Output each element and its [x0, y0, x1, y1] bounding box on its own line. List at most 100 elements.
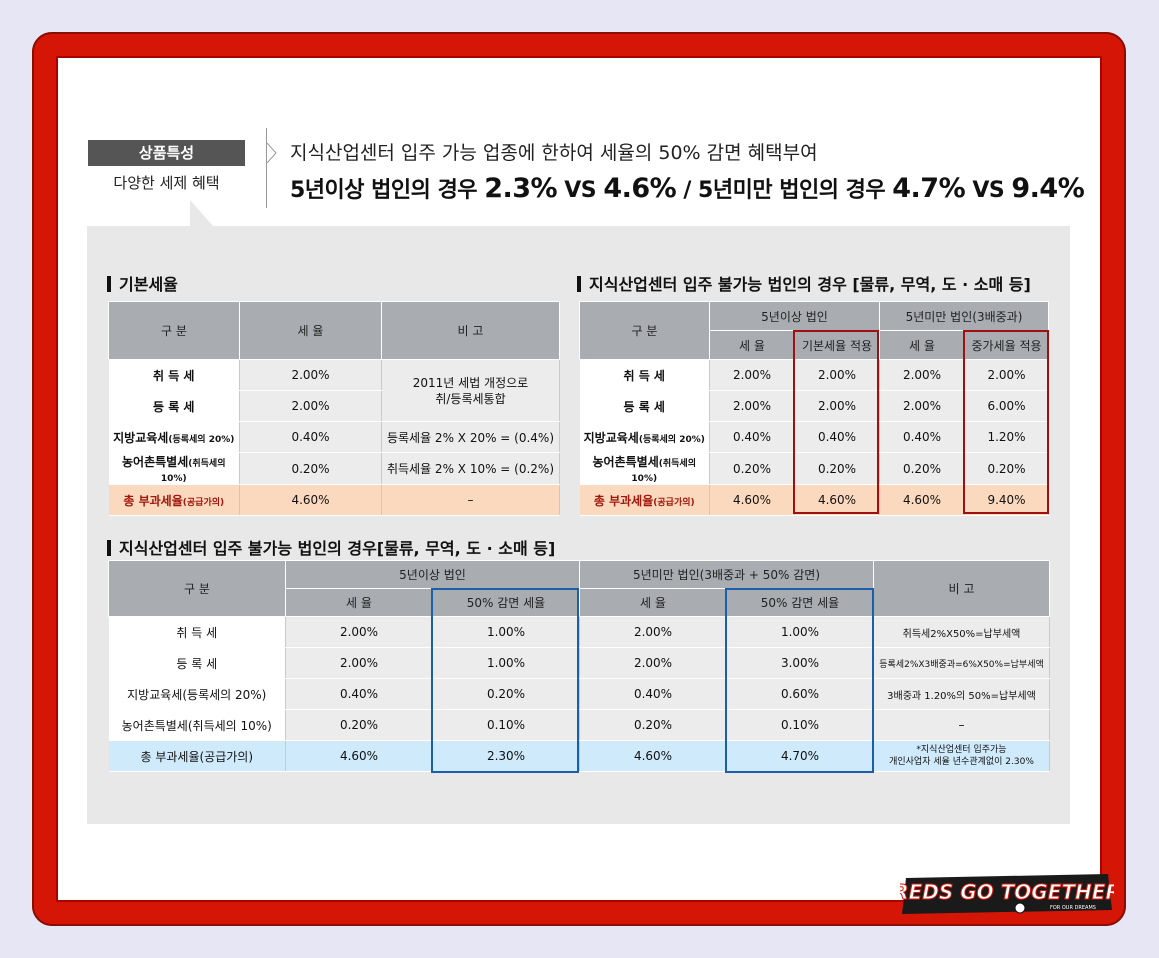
- row-label: 취 득 세: [579, 359, 710, 391]
- row-label: 지방교육세(등록세의 20%): [108, 421, 240, 453]
- cell: 0.40%: [879, 421, 965, 453]
- basic-tax-table: 구 분 세 율 비 고 취 득 세 2.00% 2011년 세법 개정으로 취/…: [108, 301, 560, 516]
- cell: 0.40%: [285, 678, 433, 710]
- col-header: 세 율: [709, 330, 795, 360]
- cell: 3.00%: [726, 647, 874, 679]
- logo-text: REDS GO TOGETHER: [900, 880, 1114, 904]
- col-header: 세 율: [239, 301, 382, 360]
- cell: 0.20%: [879, 452, 965, 485]
- row-label: 지방교육세(등록세의 20%): [108, 678, 286, 710]
- total-cell: 4.60%: [285, 740, 433, 772]
- cell: 2.00%: [239, 359, 382, 391]
- col-header: 구 분: [579, 301, 710, 360]
- cell: 0.40%: [794, 421, 880, 453]
- row-label: 등 록 세: [108, 647, 286, 679]
- group-header: 5년이상 법인: [285, 560, 580, 589]
- total-cell: 9.40%: [964, 484, 1049, 516]
- note-cell: 취득세2%X50%=납부세액: [873, 616, 1050, 648]
- product-feature-subtitle: 다양한 세제 혜택: [113, 174, 220, 192]
- cell: 2.00%: [709, 359, 795, 391]
- cell: 6.00%: [964, 390, 1049, 422]
- cell: 0.20%: [285, 709, 433, 741]
- cell: 0.20%: [794, 452, 880, 485]
- cell: 0.60%: [726, 678, 874, 710]
- col-header: 비 고: [381, 301, 560, 360]
- col-header: 세 율: [579, 588, 727, 617]
- col-header: 비 고: [873, 560, 1050, 617]
- cell: 1.20%: [964, 421, 1049, 453]
- total-cell: 4.60%: [709, 484, 795, 516]
- cell: 0.20%: [239, 452, 382, 485]
- cell: 0.40%: [239, 421, 382, 453]
- cell: 0.20%: [709, 452, 795, 485]
- group-header: 5년미만 법인(3배중과): [879, 301, 1049, 331]
- cell: 0.10%: [432, 709, 580, 741]
- cell: 1.00%: [432, 647, 580, 679]
- chevron-right-icon: [267, 143, 277, 163]
- col-header: 구 분: [108, 560, 286, 617]
- note-cell: 2011년 세법 개정으로 취/등록세통합: [381, 359, 560, 422]
- logo-tagline: FOR OUR DREAMS: [1050, 905, 1096, 911]
- cell: 0.40%: [579, 678, 727, 710]
- row-label: 농어촌특별세(취득세의 10%): [108, 452, 240, 485]
- total-note: *지식산업센터 입주가능 개인사업자 세율 년수관계없이 2.30%: [873, 740, 1050, 772]
- cell: 1.00%: [432, 616, 580, 648]
- cell: 2.00%: [709, 390, 795, 422]
- group-header: 5년이상 법인: [709, 301, 880, 331]
- row-label: 지방교육세(등록세의 20%): [579, 421, 710, 453]
- reds-go-together-logo: REDS GO TOGETHER FOR OUR DREAMS: [900, 874, 1114, 914]
- non-eligible-table: 구 분 5년이상 법인 5년미만 법인(3배중과) 세 율 기본세율 적용 세 …: [579, 301, 1049, 516]
- row-label: 취 득 세: [108, 359, 240, 391]
- note-cell: 등록세율 2% X 20% = (0.4%): [381, 421, 560, 453]
- row-label: 취 득 세: [108, 616, 286, 648]
- total-cell: 4.60%: [239, 484, 382, 516]
- cell: 2.00%: [285, 616, 433, 648]
- cell: 2.00%: [794, 390, 880, 422]
- note-cell: –: [873, 709, 1050, 741]
- cell: 2.00%: [239, 390, 382, 422]
- note-cell: 등록세2%X3배중과=6%X50%=납부세액: [873, 647, 1050, 679]
- cell: 2.00%: [964, 359, 1049, 391]
- total-cell: 4.60%: [879, 484, 965, 516]
- cell: 2.00%: [879, 359, 965, 391]
- reduced-tax-table: 구 분 5년이상 법인 5년미만 법인(3배중과 + 50% 감면) 비 고 세…: [108, 560, 1050, 772]
- cell: 2.00%: [579, 647, 727, 679]
- product-feature-badge: 상품특성: [88, 140, 245, 166]
- cell: 2.00%: [794, 359, 880, 391]
- cell: 0.40%: [709, 421, 795, 453]
- col-header: 세 율: [285, 588, 433, 617]
- cell: 2.00%: [579, 616, 727, 648]
- row-label: 등 록 세: [579, 390, 710, 422]
- cell: 0.20%: [432, 678, 580, 710]
- total-note: –: [381, 484, 560, 516]
- total-cell: 2.30%: [432, 740, 580, 772]
- col-header: 중가세율 적용: [964, 330, 1049, 360]
- total-cell: 4.60%: [579, 740, 727, 772]
- group-header: 5년미만 법인(3배중과 + 50% 감면): [579, 560, 874, 589]
- header-line-1: 지식산업센터 입주 가능 업종에 한하여 세율의 50% 감면 혜택부여: [290, 142, 818, 164]
- cell: 0.10%: [726, 709, 874, 741]
- cell: 0.20%: [579, 709, 727, 741]
- row-label: 등 록 세: [108, 390, 240, 422]
- table2-title: 지식산업센터 입주 불가능 법인의 경우 [물류, 무역, 도 · 소매 등]: [577, 271, 1031, 295]
- cell: 1.00%: [726, 616, 874, 648]
- col-header: 50% 감면 세율: [432, 588, 580, 617]
- soccer-ball-icon: [1014, 902, 1026, 914]
- col-header: 세 율: [879, 330, 965, 360]
- row-label: 농어촌특별세(취득세의 10%): [579, 452, 710, 485]
- row-label: 농어촌특별세(취득세의 10%): [108, 709, 286, 741]
- total-label: 총 부과세율(공급가의): [108, 740, 286, 772]
- header-divider: [266, 128, 267, 208]
- note-cell: 3배중과 1.20%의 50%=납부세액: [873, 678, 1050, 710]
- total-label: 총 부과세율(공급가의): [579, 484, 710, 516]
- cell: 2.00%: [879, 390, 965, 422]
- note-cell: 취득세율 2% X 10% = (0.2%): [381, 452, 560, 485]
- col-header: 50% 감면 세율: [726, 588, 874, 617]
- total-cell: 4.70%: [726, 740, 874, 772]
- total-cell: 4.60%: [794, 484, 880, 516]
- table3-title: 지식산업센터 입주 불가능 법인의 경우[물류, 무역, 도 · 소매 등]: [107, 535, 555, 559]
- cell: 2.00%: [285, 647, 433, 679]
- col-header: 기본세율 적용: [794, 330, 880, 360]
- col-header: 구 분: [108, 301, 240, 360]
- total-label: 총 부과세율(공급가의): [108, 484, 240, 516]
